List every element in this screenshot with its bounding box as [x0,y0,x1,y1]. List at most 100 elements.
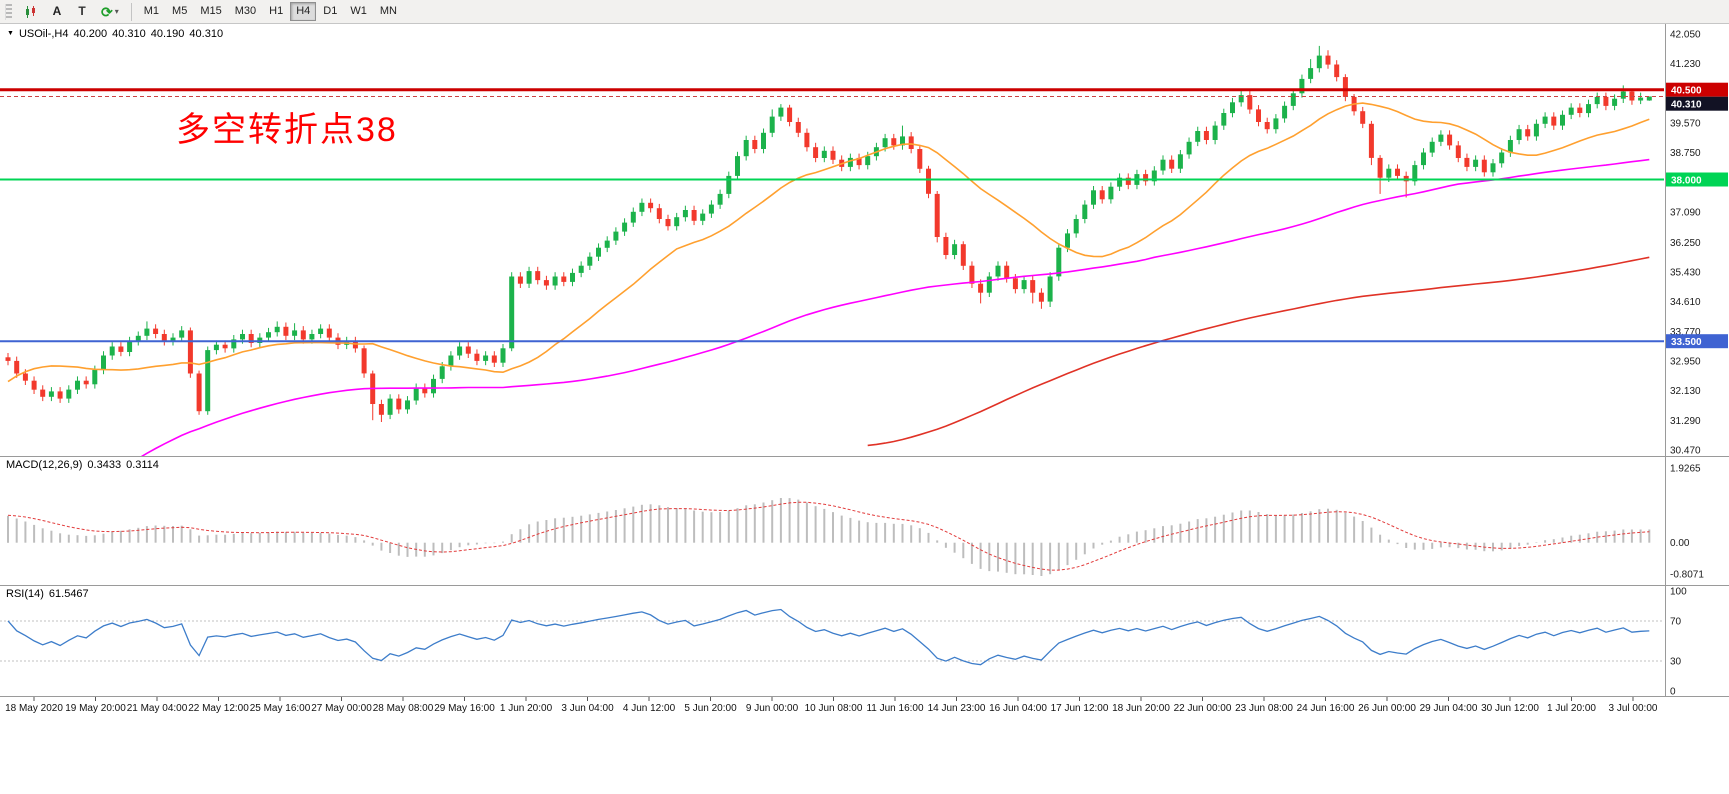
ohlc-low: 40.190 [150,28,185,40]
timeframe-button-mn[interactable]: MN [374,2,403,21]
time-axis-area[interactable] [0,697,1729,719]
ohlc-high: 40.310 [112,28,146,40]
price-axis-label: 38.750 [1670,148,1701,159]
timeframe-button-m15[interactable]: M15 [194,2,227,21]
time-axis-label: 18 May 2020 [5,703,63,714]
time-axis-label: 22 Jun 00:00 [1174,703,1232,714]
price-axis-label: 41.230 [1670,59,1701,70]
rsi-axis-label: 100 [1670,587,1687,598]
refresh-icon: ⟳ [101,3,113,20]
rsi-panel-area[interactable] [0,586,1665,696]
time-axis-label: 14 Jun 23:00 [928,703,986,714]
time-axis-label: 25 May 16:00 [250,703,311,714]
price-axis-label: 36.250 [1670,238,1701,249]
price-axis-label: 37.090 [1670,208,1701,219]
time-axis-label: 24 Jun 16:00 [1297,703,1355,714]
time-axis-label: 28 May 08:00 [373,703,434,714]
price-badge-38.000-text: 38.000 [1671,176,1702,187]
time-axis-label: 27 May 00:00 [311,703,372,714]
time-axis-label: 21 May 04:00 [127,703,188,714]
time-axis-label: 9 Jun 00:00 [746,703,799,714]
timeframe-button-m30[interactable]: M30 [229,2,262,21]
candlestick-series [0,45,1664,456]
price-badge-33.500 [1666,334,1728,349]
font-tool-icon: A [52,4,62,18]
price-axis-label: 33.770 [1670,327,1701,338]
rsi-axis-label: 30 [1670,657,1682,668]
text-tool-icon: T [78,4,86,18]
rsi-axis-label: 0 [1670,687,1676,698]
timeframe-button-m1[interactable]: M1 [138,2,165,21]
dropdown-caret-icon: ▾ [114,7,119,16]
bar-chart-icon [26,5,35,18]
time-axis-label: 3 Jun 04:00 [561,703,614,714]
time-axis-label: 19 May 20:00 [65,703,126,714]
rsi-axis-label: 70 [1670,617,1682,628]
last-price-badge [1666,96,1728,111]
rsi-name: RSI(14) [6,588,44,600]
price-axis-area[interactable] [1665,24,1729,697]
macd-indicator [7,498,1651,576]
chart-annotation-text[interactable]: 多空转折点38 [176,111,398,149]
price-axis-label: 42.050 [1670,30,1701,41]
rsi-indicator [0,608,1664,666]
ohlc-open: 40.200 [73,28,108,40]
price-axis-label: 31.290 [1670,416,1701,427]
ma-mid-magenta [140,158,1650,456]
price-axis-label: 32.950 [1670,356,1701,367]
rsi-line [7,608,1650,666]
macd-label: MACD(12,26,9) 0.3433 0.3114 [6,459,164,471]
price-badge-40.500-text: 40.500 [1671,86,1702,97]
timeframe-button-d1[interactable]: D1 [317,2,343,21]
price-axis-label: 35.430 [1670,267,1701,278]
toolbar-grip[interactable] [5,3,12,20]
text-tool-button[interactable]: T [70,2,94,21]
ma-fast-orange [7,102,1650,383]
time-axis-label: 22 May 12:00 [188,703,249,714]
price-axis-label: 39.570 [1670,119,1701,130]
time-axis-label: 30 Jun 12:00 [1481,703,1539,714]
price-axis-label: 32.130 [1670,386,1701,397]
time-axis-label: 3 Jul 00:00 [1609,703,1658,714]
macd-main-value: 0.3433 [87,459,122,471]
price-axis-label: 30.470 [1670,446,1701,457]
time-axis-label: 18 Jun 20:00 [1112,703,1170,714]
price-axis-label: 34.610 [1670,297,1701,308]
time-axis-label: 16 Jun 04:00 [989,703,1047,714]
macd-signal-line [7,501,1650,571]
bar-chart-icon-button[interactable] [18,2,44,21]
macd-axis-label: 1.9265 [1670,464,1701,475]
symbol-caret-icon: ▼ [7,30,14,37]
time-axis-label: 4 Jun 12:00 [623,703,676,714]
time-axis-label: 1 Jul 20:00 [1547,703,1596,714]
timeframe-group: M1 M5 M15 M30 H1 H4 D1 W1 MN [138,2,403,21]
time-axis-label: 10 Jun 08:00 [805,703,863,714]
timeframe-button-m5[interactable]: M5 [166,2,193,21]
font-tool-button[interactable]: A [45,2,69,21]
rsi-label: RSI(14) 61.5467 [6,588,94,600]
chart-header: ▼ USOil-,H4 40.200 40.310 40.190 40.310 [7,28,228,40]
price-badge-40.500 [1666,82,1728,97]
time-axis-label: 23 Jun 08:00 [1235,703,1293,714]
toolbar-separator [130,2,132,21]
timeframe-button-h1[interactable]: H1 [263,2,289,21]
rsi-value: 61.5467 [48,588,89,600]
time-axis-label: 11 Jun 16:00 [866,703,924,714]
time-axis-label: 1 Jun 20:00 [500,703,553,714]
refresh-button[interactable]: ⟳ ▾ [95,2,125,21]
macd-axis-label: -0.8071 [1670,570,1704,581]
timeframe-button-w1[interactable]: W1 [344,2,373,21]
macd-axis-label: 0.00 [1670,538,1690,549]
top-toolbar: A T ⟳ ▾ M1 M5 M15 M30 H1 H4 D1 W1 MN [0,0,1729,24]
ohlc-close: 40.310 [189,28,224,40]
ma-slow-red [867,256,1650,447]
last-price-badge-text: 40.310 [1671,100,1702,111]
timeframe-button-h4[interactable]: H4 [290,2,317,21]
time-axis-label: 29 Jun 04:00 [1420,703,1478,714]
time-axis-label: 17 Jun 12:00 [1051,703,1109,714]
symbol-label: USOil-,H4 [18,28,69,40]
price-badge-38.000 [1666,172,1728,187]
time-axis-label: 5 Jun 20:00 [684,703,737,714]
time-axis-label: 26 Jun 00:00 [1358,703,1416,714]
